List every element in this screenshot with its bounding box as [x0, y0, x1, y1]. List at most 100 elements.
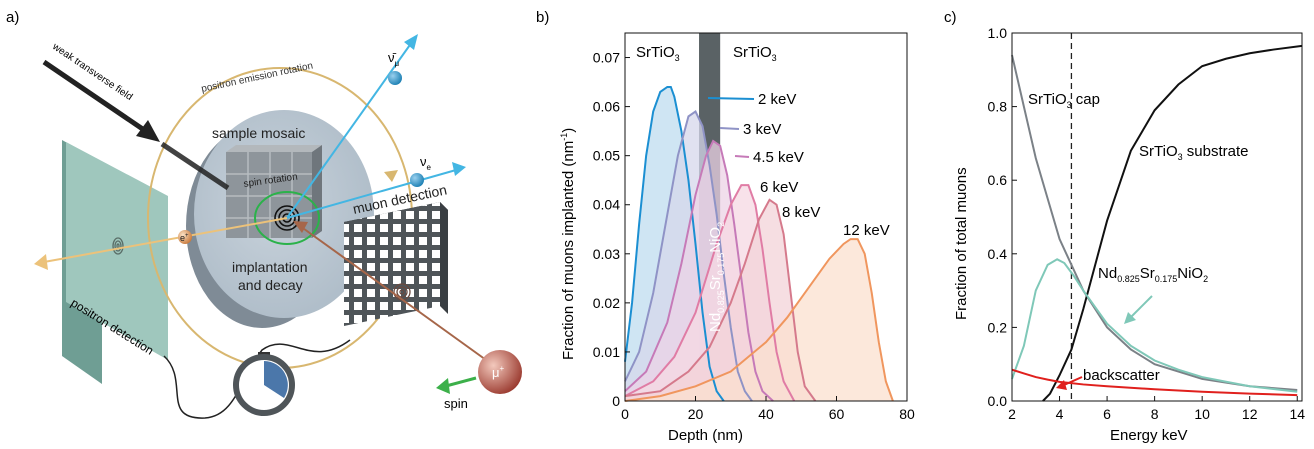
x-tick-label: 20 — [688, 406, 704, 422]
series-label-4: 8 keV — [782, 204, 820, 221]
positron-particle — [178, 230, 192, 244]
nu-e-arrow — [286, 169, 457, 219]
panel-c-letter: c) — [944, 9, 957, 26]
backscatter-leader — [1063, 376, 1083, 386]
nu-e-arrowhead-icon — [452, 162, 466, 176]
series-line-0 — [624, 85, 725, 402]
y-tick-label: 0.6 — [988, 172, 1008, 188]
series-line-2 — [624, 139, 774, 402]
series-label-leader — [707, 97, 755, 100]
panel-c-ylabel: Fraction of total muons — [953, 167, 970, 320]
layer-label-nickelate: Nd0.825Sr0.175NiO2 — [707, 222, 726, 332]
implantation-label: implantation — [232, 259, 308, 275]
implant-target-icon — [274, 205, 300, 231]
backscatter-leader-arrowhead-icon — [1056, 380, 1067, 390]
panel-a-letter: a) — [6, 9, 19, 26]
spin-rotation-ring — [254, 191, 320, 245]
y-tick-label: 0.06 — [593, 99, 620, 115]
sample-mosaic-label: sample mosaic — [212, 125, 305, 141]
positron-arrowhead-icon — [34, 254, 48, 270]
spin-label: spin — [444, 396, 468, 411]
x-tick-label: 80 — [899, 406, 915, 422]
series-line-3 — [1011, 368, 1298, 397]
x-tick-label: 0 — [621, 406, 629, 422]
rotation-label: positron emission rotation — [200, 60, 314, 94]
panel-b-xlabel: Depth (nm) — [668, 427, 743, 444]
series-label-2: 4.5 keV — [753, 149, 804, 166]
series-line-2 — [1011, 258, 1298, 393]
muon-label: μ+ — [492, 364, 505, 380]
x-tick-label: 12 — [1242, 406, 1258, 422]
nu-e-particle — [410, 173, 424, 187]
y-tick-label: 0.05 — [593, 148, 620, 164]
x-tick-label: 40 — [758, 406, 774, 422]
x-tick-label: 14 — [1289, 406, 1305, 422]
muon-detector — [344, 202, 448, 326]
muon-beam — [299, 225, 501, 371]
nu-e-label: νe — [420, 154, 432, 172]
panel-b-ylabel: Fraction of muons implanted (nm-1) — [559, 128, 577, 360]
detector-target-icon — [112, 237, 124, 255]
y-tick-label: 0.0 — [988, 393, 1008, 409]
orbit-arrow-icon — [384, 170, 398, 182]
series-line-3 — [624, 184, 796, 402]
panel-b: b) 0 20 40 60 80 0 0.01 0.02 0.03 0.04 0.05 0.06 0.0… — [536, 9, 915, 444]
nu-mu-particle — [388, 71, 402, 85]
series-line-5 — [624, 238, 894, 402]
positron-arrow — [43, 217, 288, 263]
series-label-substrate: SrTiO3 substrate — [1139, 143, 1249, 162]
y-tick-label: 0.2 — [988, 319, 1008, 335]
series-fill-5 — [625, 239, 893, 401]
series-line-1 — [1042, 44, 1303, 402]
y-tick-label: 0.02 — [593, 295, 620, 311]
nu-mu-arrowhead-icon — [404, 34, 418, 50]
nu-mu-label: ν̄μ — [388, 50, 400, 68]
mosaic-tiles — [226, 145, 322, 238]
field-arrowhead-icon — [136, 120, 160, 142]
decay-label: and decay — [238, 277, 303, 293]
muon-beam-arrowhead-icon — [293, 221, 308, 233]
x-tick-label: 10 — [1194, 406, 1210, 422]
nickelate-leader-arrowhead-icon — [1124, 312, 1136, 324]
positron-label: e+ — [180, 233, 189, 243]
y-tick-label: 0.4 — [988, 246, 1008, 262]
y-tick-label: 0.8 — [988, 99, 1008, 115]
x-tick-label: 8 — [1151, 406, 1159, 422]
series-label-leader — [734, 155, 750, 158]
x-tick-label: 2 — [1008, 406, 1016, 422]
series-label-3: 6 keV — [760, 179, 798, 196]
field-arrow-line — [42, 59, 152, 137]
muon-particle — [478, 350, 522, 394]
y-tick-label: 1.0 — [988, 25, 1008, 41]
y-tick-label: 0.03 — [593, 246, 620, 262]
series-label-cap: SrTiO3 cap — [1028, 91, 1100, 110]
panel-c: c) 2 4 6 8 10 12 14 0.0 0.2 0.4 0.6 0.8 1.0 SrTiO3 c… — [944, 9, 1305, 444]
layer-label-cap: SrTiO3 — [636, 44, 680, 63]
series-line-1 — [624, 110, 753, 402]
y-tick-label: 0.07 — [593, 50, 620, 66]
series-label-leader — [719, 127, 740, 130]
layer-label-substrate: SrTiO3 — [733, 44, 777, 63]
series-label-nickelate: Nd0.825Sr0.175NiO2 — [1098, 265, 1208, 284]
nu-mu-arrow — [286, 41, 413, 219]
series-label-backscatter: backscatter — [1083, 367, 1160, 384]
positron-detector — [62, 140, 168, 384]
x-tick-label: 4 — [1056, 406, 1064, 422]
series-label-0: 2 keV — [758, 91, 796, 108]
stopwatch-icon — [233, 352, 295, 416]
spin-arrowhead-icon — [436, 378, 450, 394]
x-tick-label: 6 — [1103, 406, 1111, 422]
nickelate-leader — [1129, 295, 1153, 319]
series-line-4 — [624, 198, 817, 402]
panel-b-letter: b) — [536, 9, 549, 26]
spin-arrow — [445, 376, 477, 388]
series-line-0 — [1011, 54, 1298, 391]
panel-c-axes-frame — [1011, 32, 1303, 402]
panel-c-xlabel: Energy keV — [1110, 427, 1188, 444]
series-label-1: 3 keV — [743, 121, 781, 138]
series-label-5: 12 keV — [843, 222, 890, 239]
panel-a: a) positron detection positron emission … — [6, 9, 522, 419]
y-tick-label: 0.04 — [593, 197, 620, 213]
x-tick-label: 60 — [829, 406, 845, 422]
